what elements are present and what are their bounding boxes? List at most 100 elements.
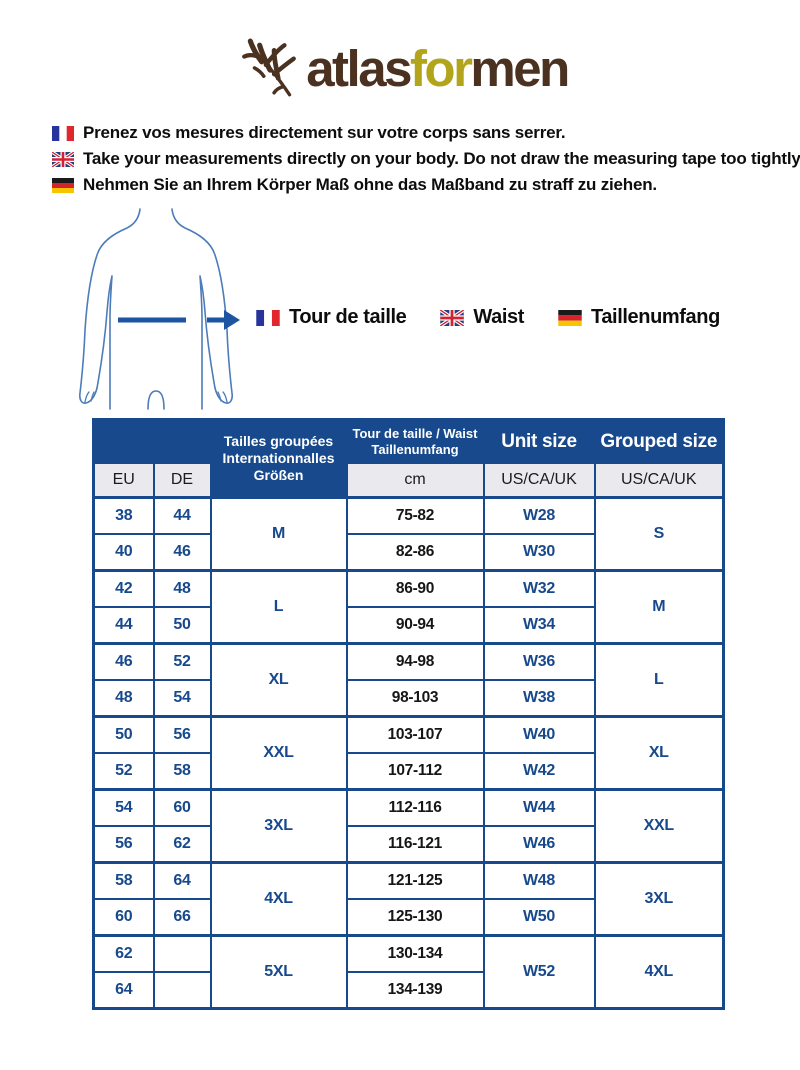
- size-row: 56 62 116-121 W46: [92, 825, 724, 864]
- header-blank-cell: [92, 418, 212, 464]
- size-row: 60 66 125-130 W50: [92, 898, 724, 937]
- logo-word-men: men: [470, 40, 570, 97]
- de-size-cell: 60: [152, 788, 212, 827]
- cm-range-cell: 103-107: [345, 715, 485, 754]
- de-size-cell: 50: [152, 606, 212, 645]
- subheader-de: DE: [152, 462, 212, 499]
- de-size-cell: 62: [152, 825, 212, 864]
- grouped-size-cell: XL: [593, 715, 725, 791]
- logo-wordmark: atlasformen: [306, 37, 570, 101]
- instruction-text: Nehmen Sie an Ihrem Körper Maß ohne das …: [83, 175, 657, 194]
- header-grouped-intl-sizes: Tailles groupées Internationnalles Größen: [209, 418, 348, 499]
- cm-range-cell: 90-94: [345, 606, 485, 645]
- eu-size-cell: 50: [92, 715, 155, 754]
- unit-size-cell: W42: [482, 752, 596, 791]
- de-size-cell: 64: [152, 861, 212, 900]
- eu-size-cell: 44: [92, 606, 155, 645]
- instruction-line: Prenez vos mesures directement sur votre…: [52, 120, 800, 146]
- size-row: 52 58 107-112 W42: [92, 752, 724, 791]
- group-size-cell: XL: [209, 642, 348, 718]
- size-row: 54 60 3XL 112-116 W44 XXL: [92, 788, 725, 864]
- size-row: 40 46 82-86 W30: [92, 533, 724, 572]
- unit-size-cell: W30: [482, 533, 596, 572]
- group-size-cell: 5XL: [209, 934, 348, 1010]
- fr-flag-icon: [256, 309, 280, 326]
- size-row: 38 44 M 75-82 W28 S: [92, 496, 725, 572]
- de-flag-icon: [558, 309, 582, 326]
- eu-size-cell: 64: [92, 971, 155, 1010]
- cm-range-cell: 134-139: [345, 971, 485, 1010]
- size-table-body: 38 44 M 75-82 W28 S 40 46 82-86 W30 42 48 L 86-90 W32 M…: [92, 496, 725, 1010]
- subheader-cm: cm: [345, 462, 485, 499]
- eu-size-cell: 42: [92, 569, 155, 608]
- instruction-line: Nehmen Sie an Ihrem Körper Maß ohne das …: [52, 172, 800, 198]
- de-flag-icon: [52, 177, 74, 193]
- logo: atlasformen: [10, 0, 800, 104]
- subheader-unit-uscauk: US/CA/UK: [482, 462, 596, 499]
- size-row: 64 134-139: [92, 971, 724, 1010]
- gb-flag-icon: [52, 151, 74, 167]
- header-grouped-size: Grouped size: [593, 418, 725, 464]
- de-size-cell: 46: [152, 533, 212, 572]
- unit-size-cell: W48: [482, 861, 596, 900]
- instruction-line: Take your measurements directly on your …: [52, 146, 800, 172]
- gb-flag-icon: [440, 309, 465, 326]
- de-size-cell: 66: [152, 898, 212, 937]
- de-size-cell: 58: [152, 752, 212, 791]
- grouped-size-cell: XXL: [593, 788, 725, 864]
- eu-size-cell: 56: [92, 825, 155, 864]
- cm-range-cell: 125-130: [345, 898, 485, 937]
- measure-labels: Tour de taille Waist Taillenumfang: [256, 306, 720, 329]
- unit-size-cell: W36: [482, 642, 596, 681]
- branch-logo-icon: [242, 37, 300, 101]
- de-size-cell: [152, 971, 212, 1010]
- measure-label-text: Waist: [473, 306, 524, 328]
- cm-range-cell: 116-121: [345, 825, 485, 864]
- cm-range-cell: 107-112: [345, 752, 485, 791]
- measure-label-text: Taillenumfang: [591, 306, 720, 328]
- header-waist-title: Tour de taille / Waist Taillenumfang: [345, 418, 485, 464]
- measuring-instructions: Prenez vos mesures directement sur votre…: [52, 120, 800, 198]
- measure-label: Waist: [440, 306, 524, 329]
- cm-range-cell: 121-125: [345, 861, 485, 900]
- waist-measure-diagram: Tour de taille Waist Taillenumfang: [0, 206, 800, 414]
- grouped-size-cell: M: [593, 569, 725, 645]
- unit-size-cell: W28: [482, 496, 596, 535]
- eu-size-cell: 62: [92, 934, 155, 973]
- de-size-cell: 54: [152, 679, 212, 718]
- cm-range-cell: 112-116: [345, 788, 485, 827]
- instruction-text: Take your measurements directly on your …: [83, 149, 800, 168]
- measure-label: Taillenumfang: [558, 306, 720, 329]
- size-row: 46 52 XL 94-98 W36 L: [92, 642, 725, 718]
- cm-range-cell: 98-103: [345, 679, 485, 718]
- unit-size-cell: W38: [482, 679, 596, 718]
- cm-range-cell: 130-134: [345, 934, 485, 973]
- body-figure-illustration: [79, 208, 240, 410]
- cm-range-cell: 75-82: [345, 496, 485, 535]
- fr-flag-icon: [52, 125, 74, 141]
- group-size-cell: M: [209, 496, 348, 572]
- cm-range-cell: 86-90: [345, 569, 485, 608]
- size-row: 44 50 90-94 W34: [92, 606, 724, 645]
- size-row: 42 48 L 86-90 W32 M: [92, 569, 725, 645]
- eu-size-cell: 60: [92, 898, 155, 937]
- eu-size-cell: 52: [92, 752, 155, 791]
- size-chart-table: Tailles groupées Internationnalles Größen …: [92, 418, 725, 1010]
- unit-size-cell: W46: [482, 825, 596, 864]
- measure-label: Tour de taille: [256, 306, 407, 329]
- eu-size-cell: 48: [92, 679, 155, 718]
- waist-arrow-icon: [207, 310, 240, 330]
- subheader-eu: EU: [92, 462, 155, 499]
- de-size-cell: 52: [152, 642, 212, 681]
- group-size-cell: XXL: [209, 715, 348, 791]
- eu-size-cell: 58: [92, 861, 155, 900]
- eu-size-cell: 38: [92, 496, 155, 535]
- eu-size-cell: 54: [92, 788, 155, 827]
- unit-size-cell: W52: [482, 934, 596, 1010]
- unit-size-cell: W50: [482, 898, 596, 937]
- eu-size-cell: 46: [92, 642, 155, 681]
- size-row: 62 5XL 130-134 W52 4XL: [92, 934, 725, 1010]
- de-size-cell: [152, 934, 212, 973]
- de-size-cell: 44: [152, 496, 212, 535]
